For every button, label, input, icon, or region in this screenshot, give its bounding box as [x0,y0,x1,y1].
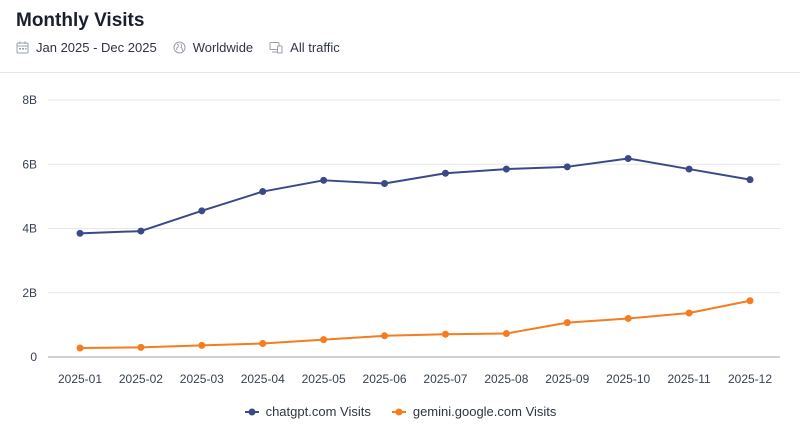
globe-icon [173,41,186,54]
legend-label: chatgpt.com Visits [265,404,371,419]
x-tick-label: 2025-08 [484,372,528,386]
traffic-label: All traffic [290,40,340,55]
legend-item-chatgpt[interactable]: chatgpt.com Visits [244,404,371,419]
y-tick-label: 6B [22,157,37,171]
data-point [746,176,754,184]
series-line-1 [79,299,751,350]
devices-icon [269,42,283,54]
data-point [320,336,328,344]
y-tick-label: 0 [30,350,37,364]
legend-marker-icon [244,408,259,415]
data-point [502,330,510,338]
data-point [137,343,145,351]
legend-label: gemini.google.com Visits [412,404,557,419]
x-tick-label: 2025-02 [119,372,163,386]
data-point [685,165,693,173]
data-point [259,188,267,196]
data-point [381,332,389,340]
filter-bar: Jan 2025 - Dec 2025 Worldwide All traffi… [16,40,356,55]
date-range-filter[interactable]: Jan 2025 - Dec 2025 [16,40,157,55]
data-point [76,344,84,352]
x-tick-label: 2025-06 [363,372,407,386]
header-divider [0,72,800,73]
data-point [563,163,571,171]
data-point [746,297,754,305]
x-tick-label: 2025-01 [58,372,102,386]
region-filter[interactable]: Worldwide [173,40,253,55]
data-point [320,176,328,184]
data-point [624,314,632,322]
region-label: Worldwide [192,40,254,55]
x-tick-label: 2025-09 [545,372,589,386]
data-point [198,207,206,215]
data-point [381,180,389,188]
data-point [685,309,693,317]
x-tick-label: 2025-12 [728,372,772,386]
x-tick-label: 2025-11 [668,372,711,386]
data-point [76,229,84,237]
line-chart: 0 2B 4B 6B 8B 2025-01 2025-02 2025-03 2025-04 202… [22,93,780,386]
x-tick-label: 2025-10 [606,372,650,386]
calendar-icon [16,41,29,54]
data-point [502,165,510,173]
y-tick-label: 8B [22,93,37,107]
y-tick-label: 2B [22,286,37,300]
x-tick-label: 2025-07 [423,372,467,386]
x-tick-label: 2025-05 [302,372,346,386]
data-point [137,227,145,235]
legend-item-gemini[interactable]: gemini.google.com Visits [391,404,557,419]
chart-legend: chatgpt.com Visits gemini.google.com Vis… [0,404,800,419]
legend-marker-icon [391,408,406,415]
y-tick-label: 4B [22,222,37,236]
data-point [441,169,449,177]
date-range-label: Jan 2025 - Dec 2025 [36,40,157,55]
data-point [624,154,632,162]
data-point [563,319,571,327]
series-line-0 [79,157,751,235]
data-point [441,330,449,338]
traffic-filter[interactable]: All traffic [269,40,340,55]
data-point [198,341,206,349]
data-point [259,340,267,348]
x-tick-label: 2025-04 [241,372,285,386]
x-tick-label: 2025-03 [180,372,224,386]
page-title: Monthly Visits [16,10,145,31]
